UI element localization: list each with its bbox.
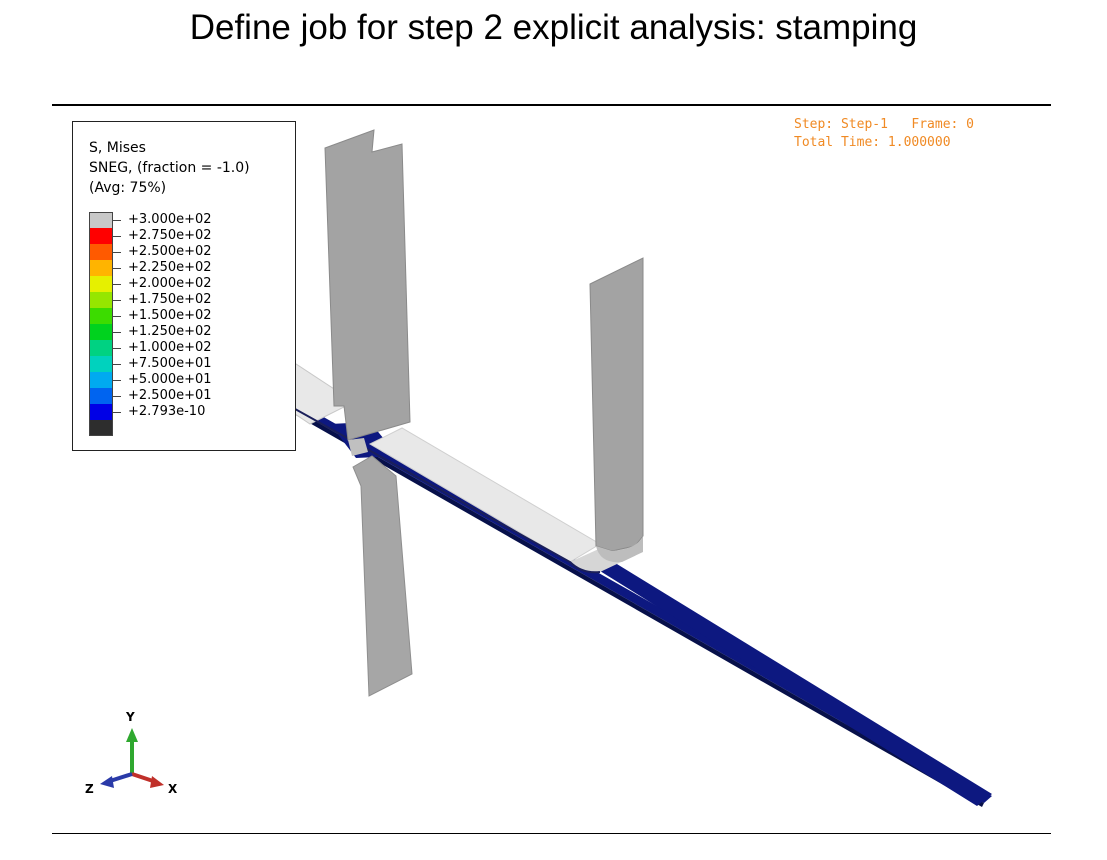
step-frame-status: Step: Step-1 Frame: 0 Total Time: 1.00000…	[794, 116, 974, 152]
step-frame-text: Step: Step-1 Frame: 0	[794, 117, 975, 132]
z-axis-arrowhead	[100, 776, 114, 788]
legend-value: +5.000e+01	[128, 372, 212, 387]
legend-value: +7.500e+01	[128, 356, 212, 371]
total-time-text: Total Time: 1.000000	[794, 135, 951, 150]
blank-mesh	[250, 381, 992, 807]
legend-tick	[113, 300, 121, 301]
x-axis-label: X	[168, 782, 178, 796]
legend-swatch	[89, 212, 113, 228]
legend-swatch	[89, 244, 113, 260]
legend-tick	[113, 380, 121, 381]
y-axis-label: Y	[126, 710, 135, 724]
legend-tick	[113, 364, 121, 365]
legend-value: +2.500e+02	[128, 244, 212, 259]
legend-value: +1.500e+02	[128, 308, 212, 323]
legend-swatch	[89, 420, 113, 436]
contour-legend: S, Mises SNEG, (fraction = -1.0) (Avg: 7…	[72, 121, 296, 451]
legend-swatch	[89, 260, 113, 276]
title-divider	[52, 104, 1051, 106]
legend-swatch	[89, 324, 113, 340]
legend-value: +1.750e+02	[128, 292, 212, 307]
blank-holder	[250, 363, 634, 574]
y-axis-arrowhead	[126, 728, 138, 742]
legend-swatch	[89, 308, 113, 324]
z-axis-arrow	[109, 772, 133, 783]
legend-swatch	[89, 340, 113, 356]
slide-title: Define job for step 2 explicit analysis:…	[189, 8, 918, 47]
legend-value: +2.793e-10	[128, 404, 206, 419]
legend-swatch	[89, 388, 113, 404]
lower-punch	[352, 455, 413, 697]
legend-averaging: (Avg: 75%)	[89, 180, 167, 196]
legend-value: +2.250e+02	[128, 260, 212, 275]
bottom-divider	[52, 833, 1051, 834]
legend-tick	[113, 252, 121, 253]
x-axis-arrowhead	[150, 776, 164, 788]
viewport[interactable]: S, Mises SNEG, (fraction = -1.0) (Avg: 7…	[52, 106, 1051, 833]
legend-tick	[113, 348, 121, 349]
legend-tick	[113, 396, 121, 397]
legend-swatch	[89, 228, 113, 244]
legend-tick	[113, 332, 121, 333]
legend-tick	[113, 268, 121, 269]
legend-swatch	[89, 372, 113, 388]
legend-swatch	[89, 276, 113, 292]
legend-swatch	[89, 356, 113, 372]
upper-die-right	[589, 257, 644, 563]
legend-value: +1.000e+02	[128, 340, 212, 355]
legend-value: +1.250e+02	[128, 324, 212, 339]
coordinate-triad	[100, 728, 164, 788]
legend-value: +2.000e+02	[128, 276, 212, 291]
upper-die-left	[324, 129, 411, 456]
legend-tick	[113, 236, 121, 237]
legend-value: +3.000e+02	[128, 212, 212, 227]
model-scene[interactable]	[52, 106, 1051, 833]
legend-section-point: SNEG, (fraction = -1.0)	[89, 160, 250, 176]
legend-tick	[113, 412, 121, 413]
legend-tick	[113, 284, 121, 285]
legend-value: +2.750e+02	[128, 228, 212, 243]
legend-swatch	[89, 404, 113, 420]
legend-tick	[113, 316, 121, 317]
legend-tick	[113, 220, 121, 221]
z-axis-label: Z	[85, 782, 94, 796]
legend-variable: S, Mises	[89, 140, 146, 156]
legend-swatch	[89, 292, 113, 308]
legend-value: +2.500e+01	[128, 388, 212, 403]
